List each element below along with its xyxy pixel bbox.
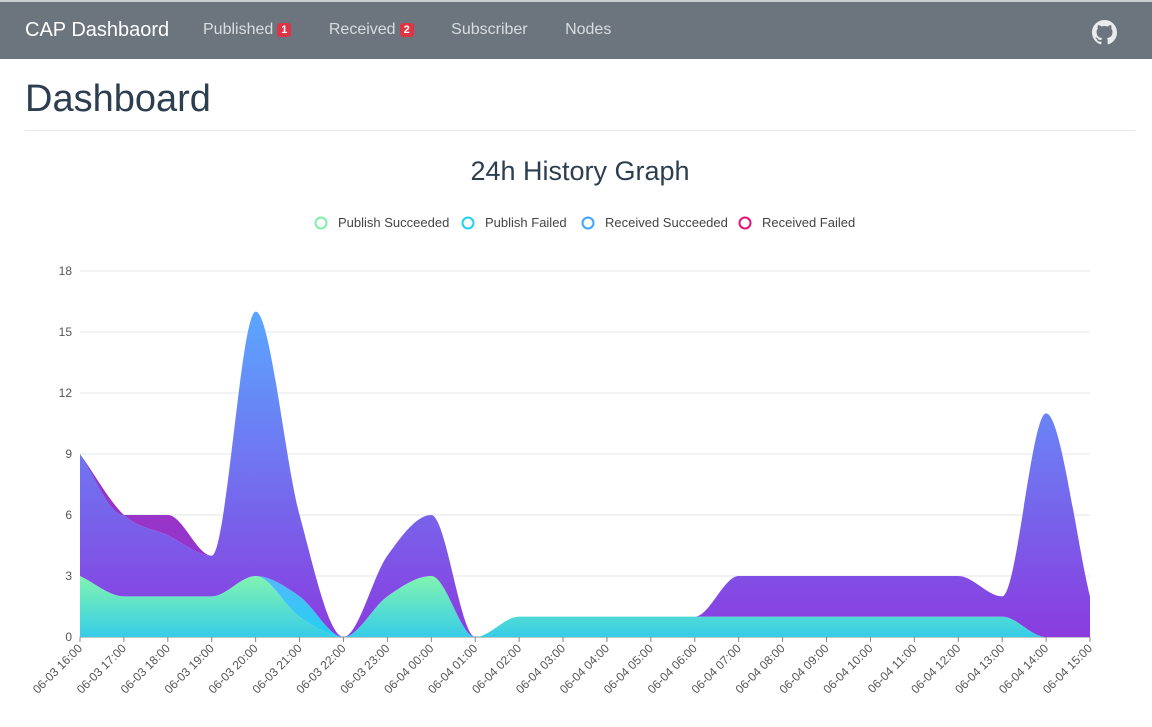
nav-item-subscriber[interactable]: Subscriber xyxy=(451,21,527,39)
chart-title: 24h History Graph xyxy=(470,156,689,186)
nav-item-received[interactable]: Received 2 xyxy=(329,21,414,39)
y-tick-label: 9 xyxy=(65,447,72,461)
nav-menu: Published 1 Received 2 Subscriber Nodes xyxy=(203,21,644,39)
legend-marker xyxy=(738,216,752,230)
area-series xyxy=(80,576,1090,637)
y-tick-label: 6 xyxy=(65,508,72,522)
legend-item[interactable]: Publish Succeeded xyxy=(314,215,450,230)
legend-marker xyxy=(314,216,328,230)
legend-marker xyxy=(581,216,595,230)
received-count-badge: 2 xyxy=(399,23,414,37)
y-tick-label: 12 xyxy=(59,386,73,400)
github-icon[interactable] xyxy=(1092,20,1117,45)
y-tick-label: 3 xyxy=(65,569,72,583)
legend-label: Publish Succeeded xyxy=(338,215,449,230)
nav-item-label: Nodes xyxy=(565,21,612,38)
nav-item-nodes[interactable]: Nodes xyxy=(565,21,611,39)
history-chart: 24h History Graph Publish Succeeded Publi… xyxy=(30,156,1095,696)
area-series xyxy=(80,311,1090,637)
nav-item-label: Subscriber xyxy=(451,21,528,38)
published-count-badge: 1 xyxy=(277,23,292,37)
nav-item-label: Published xyxy=(203,21,274,38)
legend-label: Received Failed xyxy=(762,215,855,230)
y-tick-label: 0 xyxy=(65,630,72,644)
navbar: CAP Dashbaord Published 1 Received 2 Subsc… xyxy=(0,0,1152,59)
legend-marker xyxy=(461,216,475,230)
nav-item-label: Received xyxy=(328,21,396,38)
y-tick-label: 18 xyxy=(59,264,73,278)
brand-link[interactable]: CAP Dashbaord xyxy=(25,19,170,41)
legend-label: Received Succeeded xyxy=(605,215,728,230)
chart-legend: Publish Succeeded Publish Failed Received … xyxy=(314,215,856,230)
legend-label: Publish Failed xyxy=(485,215,567,230)
title-divider xyxy=(25,130,1135,131)
page-title: Dashboard xyxy=(25,78,211,120)
y-tick-label: 15 xyxy=(59,325,73,339)
legend-item[interactable]: Publish Failed xyxy=(461,215,567,230)
legend-item[interactable]: Received Failed xyxy=(738,215,856,230)
legend-item[interactable]: Received Succeeded xyxy=(581,215,728,230)
nav-item-published[interactable]: Published 1 xyxy=(203,21,292,39)
chart-areas xyxy=(80,311,1090,637)
y-axis: 0 3 6 9 12 15 18 xyxy=(59,264,73,644)
